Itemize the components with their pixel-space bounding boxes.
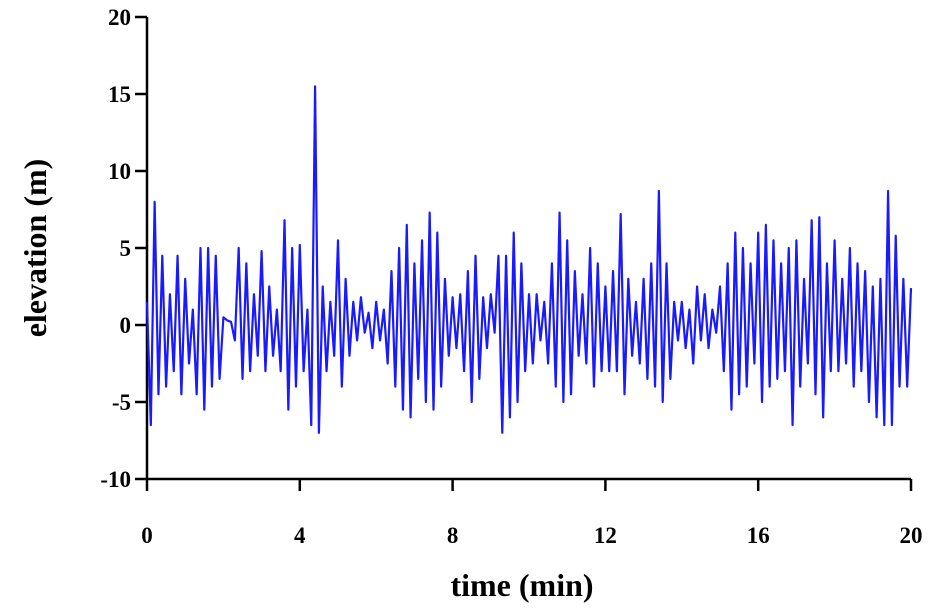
y-axis-title: elevation (m) [17, 159, 53, 338]
x-tick-label: 0 [141, 523, 153, 548]
x-tick-label: 16 [747, 523, 770, 548]
y-tick-label: 10 [108, 159, 131, 184]
y-tick-label: -10 [100, 467, 131, 492]
data-line [145, 85, 913, 434]
y-tick-label: -5 [112, 390, 131, 415]
x-tick-label: 20 [900, 523, 923, 548]
x-axis-title: time (min) [450, 567, 593, 603]
y-tick-label: 20 [108, 5, 131, 30]
x-tick-label: 4 [294, 523, 306, 548]
y-tick-label: 15 [108, 82, 131, 107]
x-tick-label: 8 [447, 523, 459, 548]
x-tick-label: 12 [594, 523, 617, 548]
y-tick-label: 0 [120, 313, 132, 338]
y-tick-label: 5 [120, 236, 132, 261]
